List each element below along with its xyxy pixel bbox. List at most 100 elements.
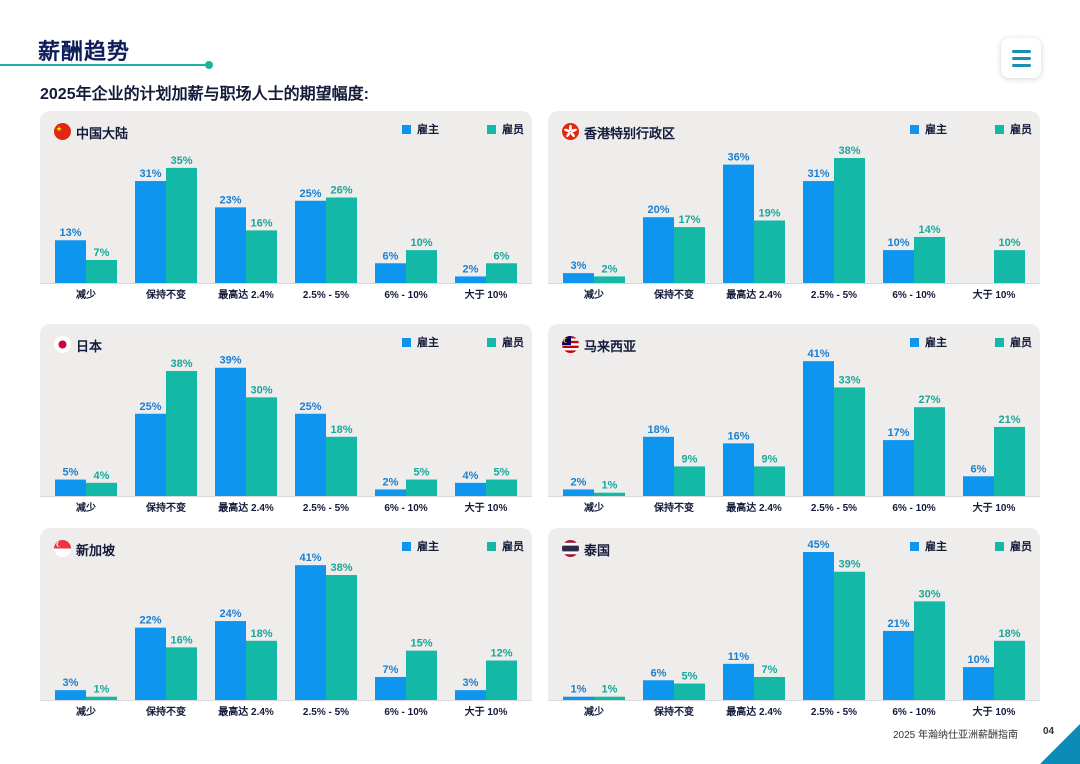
data-label-employer: 5% bbox=[63, 467, 79, 479]
bar-chart: 3% 1% 减少 22% 16% 保持不变 24% 18% 最高达 2.4% 41% 38% 2.5%… bbox=[55, 552, 517, 718]
x-tick-label: 减少 bbox=[584, 288, 604, 301]
bar-employer bbox=[803, 552, 834, 700]
chart-panel-china: 中国大陆 雇主 雇员 13% 7% 减少 31% 35% 保持不变 23% 16% 最高达 2.… bbox=[40, 111, 532, 304]
bar-employee bbox=[406, 250, 437, 283]
data-label-employee: 38% bbox=[170, 358, 192, 370]
bar-employer bbox=[295, 413, 326, 496]
bar-employee bbox=[166, 371, 197, 496]
chart-panel-hong-kong: 香港特别行政区 雇主 雇员 3% 2% 减少 20% 17% 保持不变 36% 19% 最高达 … bbox=[548, 111, 1040, 304]
bar-employer bbox=[643, 217, 674, 283]
menu-button[interactable] bbox=[1001, 38, 1041, 78]
x-tick-label: 2.5% - 5% bbox=[811, 707, 857, 718]
data-label-employee: 4% bbox=[94, 470, 110, 482]
bar-employee bbox=[994, 250, 1025, 283]
section-subtitle: 2025年企业的计划加薪与职场人士的期望幅度: bbox=[40, 86, 369, 103]
data-label-employee: 30% bbox=[250, 384, 272, 396]
x-tick-label: 大于 10% bbox=[465, 288, 508, 301]
x-tick-label: 6% - 10% bbox=[384, 707, 427, 718]
chart-legend: 雇主 雇员 bbox=[402, 538, 524, 554]
bar-employer bbox=[135, 181, 166, 283]
bar-employee bbox=[326, 436, 357, 496]
bar-employer bbox=[135, 413, 166, 496]
legend-label-employer: 雇主 bbox=[417, 541, 439, 553]
data-label-employee: 5% bbox=[494, 467, 510, 479]
x-axis-band bbox=[40, 700, 532, 721]
bar-employee bbox=[486, 263, 517, 283]
data-label-employee: 10% bbox=[998, 237, 1020, 249]
bar-employee bbox=[326, 197, 357, 283]
bar-employer bbox=[963, 476, 994, 496]
data-label-employer: 3% bbox=[571, 260, 587, 272]
bar-employee bbox=[246, 397, 277, 496]
bar-employee bbox=[246, 640, 277, 700]
bar-chart: 2% 1% 减少 18% 9% 保持不变 16% 9% 最高达 2.4% 41% 33% 2.5% -… bbox=[563, 348, 1025, 514]
data-label-employee: 30% bbox=[918, 588, 940, 600]
title-underline bbox=[0, 64, 208, 66]
data-label-employer: 6% bbox=[971, 463, 987, 475]
legend-label-employee: 雇员 bbox=[1010, 541, 1032, 553]
data-label-employer: 41% bbox=[299, 552, 321, 564]
page-title: 薪酬趋势 bbox=[38, 39, 131, 64]
data-label-employer: 39% bbox=[219, 355, 241, 367]
bar-chart: 5% 4% 减少 25% 38% 保持不变 39% 30% 最高达 2.4% 25% 18% 2.5%… bbox=[55, 355, 517, 514]
chart-legend: 雇主 雇员 bbox=[910, 538, 1032, 554]
legend-swatch-employee bbox=[487, 337, 496, 347]
x-tick-label: 6% - 10% bbox=[384, 503, 427, 514]
x-tick-label: 2.5% - 5% bbox=[811, 290, 857, 301]
bar-employer bbox=[643, 436, 674, 496]
data-label-employer: 20% bbox=[647, 204, 669, 216]
data-label-employee: 2% bbox=[602, 263, 618, 275]
bar-employee bbox=[914, 407, 945, 496]
data-label-employee: 27% bbox=[918, 394, 940, 406]
legend-swatch-employee bbox=[487, 124, 496, 134]
x-tick-label: 大于 10% bbox=[973, 501, 1016, 514]
bar-employee bbox=[86, 696, 117, 700]
x-axis-band bbox=[40, 496, 532, 517]
japan-flag-icon bbox=[54, 336, 71, 353]
data-label-employee: 16% bbox=[250, 217, 272, 229]
legend-label-employer: 雇主 bbox=[925, 124, 947, 136]
hong-kong-flag-icon bbox=[562, 123, 579, 140]
data-label-employer: 2% bbox=[463, 263, 479, 275]
data-label-employee: 7% bbox=[94, 247, 110, 259]
data-label-employer: 6% bbox=[651, 667, 667, 679]
legend-label-employer: 雇主 bbox=[417, 124, 439, 136]
x-tick-label: 6% - 10% bbox=[892, 290, 935, 301]
x-tick-label: 6% - 10% bbox=[892, 503, 935, 514]
x-tick-label: 大于 10% bbox=[465, 705, 508, 718]
bar-employee bbox=[326, 575, 357, 700]
chart-legend: 雇主 雇员 bbox=[402, 121, 524, 137]
data-label-employee: 5% bbox=[682, 671, 698, 683]
data-label-employer: 25% bbox=[299, 188, 321, 200]
data-label-employee: 1% bbox=[602, 480, 618, 492]
bar-employee bbox=[594, 696, 625, 700]
data-label-employer: 17% bbox=[887, 427, 909, 439]
bar-employer bbox=[563, 696, 594, 700]
bar-chart: 13% 7% 减少 31% 35% 保持不变 23% 16% 最高达 2.4% 25% 26% 2.5… bbox=[55, 155, 517, 301]
bar-employer bbox=[55, 479, 86, 496]
bar-employer bbox=[215, 621, 246, 700]
legend-swatch-employer bbox=[402, 337, 411, 347]
bar-employee bbox=[406, 650, 437, 700]
data-label-employer: 3% bbox=[463, 677, 479, 689]
bar-employer bbox=[375, 263, 406, 283]
bar-employer bbox=[803, 361, 834, 496]
malaysia-flag-icon bbox=[562, 336, 579, 353]
x-tick-label: 最高达 2.4% bbox=[726, 501, 782, 514]
data-label-employer: 31% bbox=[139, 168, 161, 180]
x-tick-label: 减少 bbox=[76, 501, 96, 514]
data-label-employee: 39% bbox=[838, 559, 860, 571]
x-tick-label: 保持不变 bbox=[145, 501, 186, 514]
data-label-employee: 12% bbox=[490, 648, 512, 660]
chart-panel-singapore: 新加坡 雇主 雇员 3% 1% 减少 22% 16% 保持不变 24% 18% 最高达 2.4%… bbox=[40, 528, 532, 721]
bar-employer bbox=[455, 276, 486, 283]
legend-label-employee: 雇员 bbox=[1010, 337, 1032, 349]
data-label-employer: 7% bbox=[383, 664, 399, 676]
bar-employee bbox=[594, 492, 625, 496]
x-tick-label: 保持不变 bbox=[653, 501, 694, 514]
menu-icon-line bbox=[1012, 50, 1031, 53]
bar-employer bbox=[563, 489, 594, 496]
chart-title: 泰国 bbox=[584, 543, 611, 558]
data-label-employee: 38% bbox=[838, 145, 860, 157]
thailand-flag-icon bbox=[562, 540, 579, 557]
